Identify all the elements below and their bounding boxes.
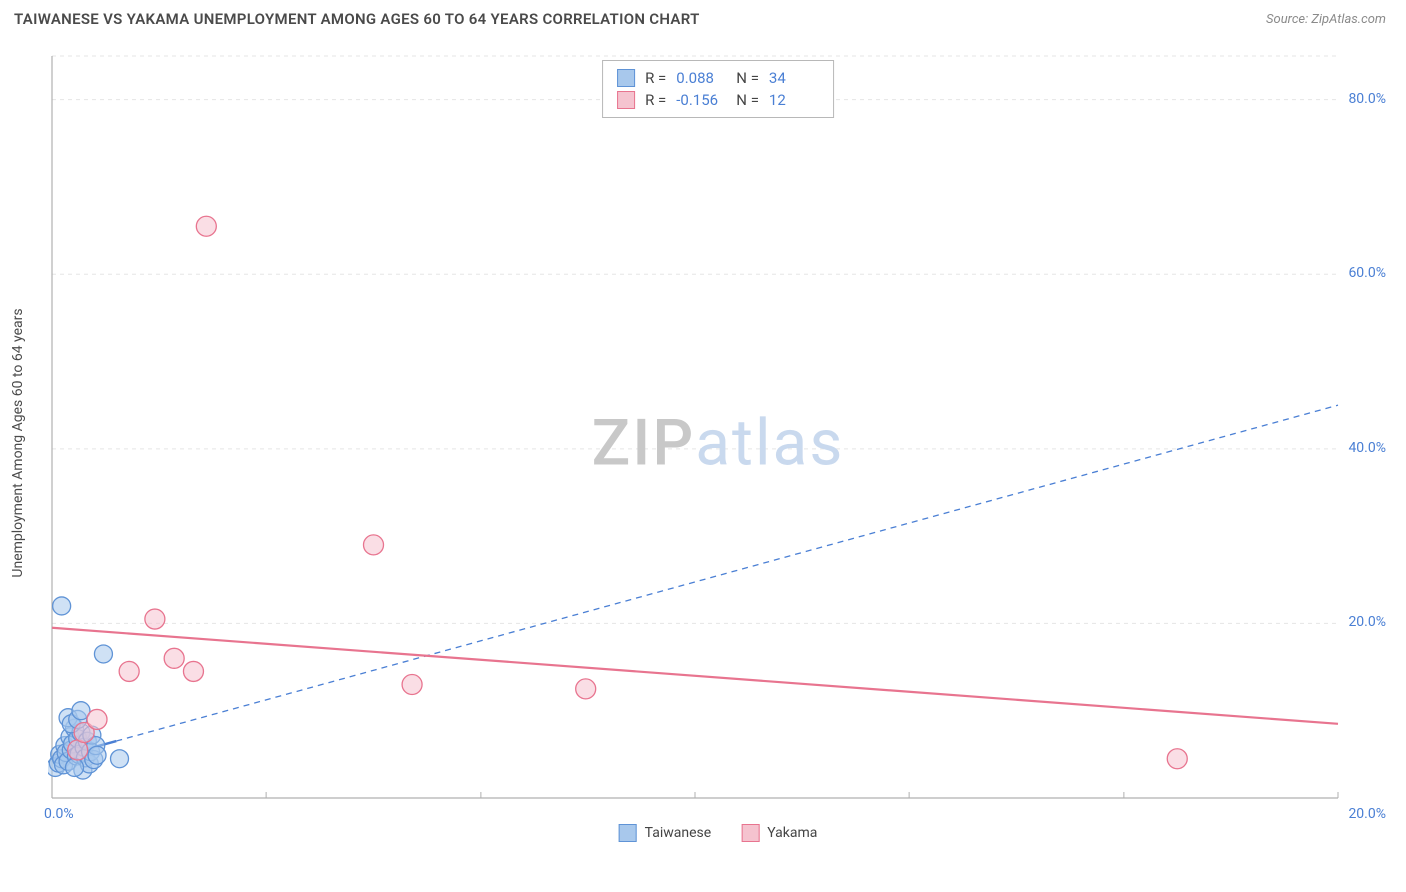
legend-swatch-yakama bbox=[741, 824, 759, 842]
stats-box: R = 0.088 N = 34 R = -0.156 N = 12 bbox=[602, 60, 834, 118]
legend-label-taiwanese: Taiwanese bbox=[645, 825, 712, 841]
legend-swatch-taiwanese bbox=[619, 824, 637, 842]
r-label: R = bbox=[645, 69, 666, 87]
n-label: N = bbox=[736, 69, 759, 87]
x-tick-label: 0.0% bbox=[44, 806, 74, 822]
chart-area: Unemployment Among Ages 60 to 64 years Z… bbox=[48, 48, 1388, 838]
legend-item-taiwanese: Taiwanese bbox=[619, 824, 712, 842]
x-tick-label: 20.0% bbox=[1348, 806, 1386, 822]
stats-row-yakama: R = -0.156 N = 12 bbox=[617, 89, 819, 111]
r-label: R = bbox=[645, 91, 666, 109]
y-tick-label: 60.0% bbox=[1348, 265, 1386, 281]
legend: Taiwanese Yakama bbox=[619, 824, 818, 842]
chart-header: TAIWANESE VS YAKAMA UNEMPLOYMENT AMONG A… bbox=[0, 0, 1406, 36]
chart-title: TAIWANESE VS YAKAMA UNEMPLOYMENT AMONG A… bbox=[14, 10, 700, 28]
y-axis-label: Unemployment Among Ages 60 to 64 years bbox=[10, 308, 26, 577]
scatter-plot bbox=[48, 48, 1388, 838]
legend-item-yakama: Yakama bbox=[741, 824, 817, 842]
r-value-yakama: -0.156 bbox=[676, 91, 726, 109]
stats-row-taiwanese: R = 0.088 N = 34 bbox=[617, 67, 819, 89]
n-value-yakama: 12 bbox=[769, 91, 819, 109]
chart-source: Source: ZipAtlas.com bbox=[1266, 12, 1386, 27]
y-tick-label: 20.0% bbox=[1348, 614, 1386, 630]
swatch-yakama bbox=[617, 91, 635, 109]
n-label: N = bbox=[736, 91, 759, 109]
y-tick-label: 40.0% bbox=[1348, 440, 1386, 456]
legend-label-yakama: Yakama bbox=[767, 825, 817, 841]
r-value-taiwanese: 0.088 bbox=[676, 69, 726, 87]
y-tick-label: 80.0% bbox=[1348, 91, 1386, 107]
swatch-taiwanese bbox=[617, 69, 635, 87]
n-value-taiwanese: 34 bbox=[769, 69, 819, 87]
